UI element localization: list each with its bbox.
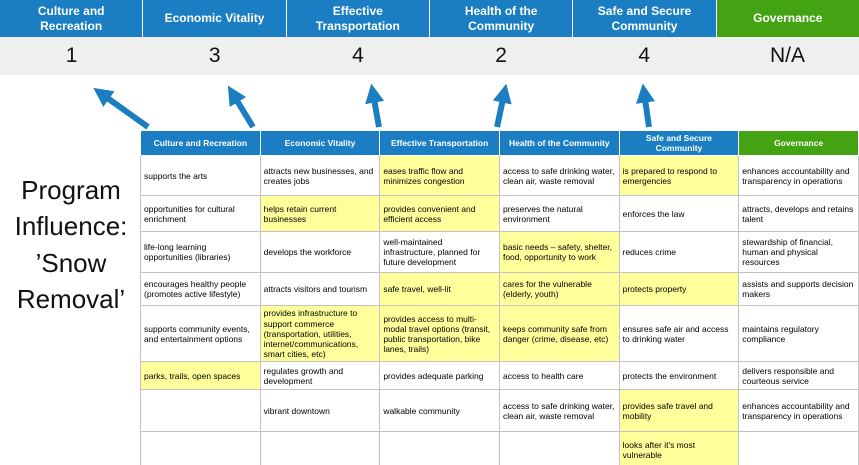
influence-matrix: Culture and Recreation Economic Vitality E… (140, 129, 859, 465)
table-cell: protects property (618, 272, 740, 307)
table-cell: walkable community (379, 389, 500, 433)
table-row: looks after it's most vulnerable (140, 431, 859, 465)
table-cell (498, 431, 620, 465)
matrix-header-2: Effective Transportation (379, 129, 500, 157)
table-cell: supports community events, and entertain… (140, 305, 261, 363)
title-line-1: Program (21, 175, 121, 205)
scoreboard-score-0: 1 (65, 44, 78, 67)
table-cell: is prepared to respond to emergencies (618, 155, 740, 197)
scoreboard-scores: 1 3 4 2 4 N/A (0, 37, 859, 75)
table-cell: encourages healthy people (promotes acti… (140, 272, 261, 307)
table-cell: life-long learning opportunities (librar… (140, 231, 261, 274)
scoreboard-score-4: 4 (638, 44, 651, 67)
table-cell: supports the arts (140, 155, 261, 197)
table-cell: stewardship of financial, human and phys… (738, 231, 859, 274)
table-cell (140, 389, 261, 433)
table-cell: attracts, develops and retains talent (738, 195, 859, 233)
table-cell: vibrant downtown (259, 389, 381, 433)
scoreboard-score-2: 4 (352, 44, 364, 67)
table-cell: opportunities for cultural enrichment (140, 195, 261, 233)
table-cell: reduces crime (618, 231, 740, 274)
table-cell: eases traffic flow and minimizes congest… (379, 155, 500, 197)
table-cell: access to safe drinking water, clean air… (498, 389, 620, 433)
table-cell: protects the environment (618, 361, 740, 391)
arrow-transportation-icon (365, 83, 385, 128)
matrix-header-1: Economic Vitality (259, 129, 381, 157)
scoreboard-label-4: Safe and Secure Community (573, 0, 717, 37)
table-cell (379, 431, 500, 465)
matrix-body: supports the arts attracts new businesses… (140, 155, 859, 465)
scoreboard-label-3: Health of the Community (429, 0, 574, 37)
matrix-header-0: Culture and Recreation (140, 129, 261, 157)
matrix-header-row: Culture and Recreation Economic Vitality E… (140, 129, 859, 157)
scoreboard-label-1: Economic Vitality (143, 0, 287, 37)
table-row: supports the arts attracts new businesses… (140, 155, 859, 197)
table-cell: well-maintained infrastructure, planned … (379, 231, 500, 274)
table-cell: basic needs – safety, shelter, food, opp… (498, 231, 620, 274)
table-cell: access to safe drinking water, clean air… (498, 155, 620, 197)
table-cell: cares for the vulnerable (elderly, youth… (498, 272, 620, 307)
table-cell: develops the workforce (259, 231, 381, 274)
arrow-economic-icon (227, 85, 256, 129)
title-line-2: Influence: (14, 211, 128, 242)
title-line-4: Removal’ (16, 284, 126, 315)
scoreboard-score-5: N/A (769, 44, 805, 67)
matrix-header-3: Health of the Community (498, 129, 620, 157)
table-cell: maintains regulatory compliance (738, 305, 859, 363)
table-row: life-long learning opportunities (librar… (140, 231, 859, 274)
table-row: encourages healthy people (promotes acti… (140, 272, 859, 307)
arrow-culture-icon (93, 87, 150, 130)
scoreboard-score-1: 3 (208, 44, 221, 67)
matrix-header-4: Safe and Secure Community (618, 129, 740, 157)
table-cell: preserves the natural environment (498, 195, 620, 233)
table-row: supports community events, and entertain… (140, 305, 859, 363)
table-cell: provides adequate parking (379, 361, 500, 391)
table-cell (259, 431, 381, 465)
table-cell: keeps community safe from danger (crime,… (498, 305, 620, 363)
table-cell: provides convenient and efficient access (379, 195, 500, 233)
scoreboard-label-0: Culture and Recreation (0, 0, 144, 37)
table-cell: attracts new businesses, and creates job… (259, 155, 381, 197)
arrow-safe-icon (636, 83, 656, 128)
table-cell: ensures safe air and access to drinking … (618, 305, 740, 363)
table-cell: attracts visitors and tourism (259, 272, 381, 307)
table-cell: provides safe travel and mobility (618, 389, 740, 433)
table-cell: enhances accountability and transparency… (738, 155, 859, 197)
scoreboard-score-3: 2 (495, 44, 507, 67)
table-cell: looks after it's most vulnerable (618, 431, 740, 465)
table-cell: parks, trails, open spaces (140, 361, 261, 391)
scoreboard-label-2: Effective Transportation (286, 0, 430, 37)
table-cell (738, 431, 859, 465)
table-cell (140, 431, 261, 465)
table-cell: delivers responsible and courteous servi… (738, 361, 859, 391)
table-cell: access to health care (498, 361, 620, 391)
table-row: parks, trails, open spaces regulates grow… (140, 361, 859, 391)
scoreboard-label-5: Governance (716, 0, 859, 37)
table-cell: regulates growth and development (259, 361, 381, 391)
table-cell: enforces the law (618, 195, 740, 233)
arrow-health-icon (492, 83, 512, 128)
scoreboard-labels: Culture and Recreation Economic Vitality E… (0, 0, 859, 37)
table-cell: provides infrastructure to support comme… (259, 305, 381, 363)
page-title: Program Influence: ’Snow Removal’ (0, 172, 142, 318)
table-cell: assists and supports decision makers (738, 272, 859, 307)
title-line-3: ’Snow (35, 247, 107, 278)
table-cell: enhances accountability and transparency… (738, 389, 859, 433)
table-cell: helps retain current businesses (259, 195, 381, 233)
table-row: opportunities for cultural enrichment hel… (140, 195, 859, 233)
table-row: vibrant downtown walkable community access… (140, 389, 859, 433)
table-cell: safe travel, well-lit (379, 272, 500, 307)
matrix-header-5: Governance (738, 129, 859, 157)
table-cell: provides access to multi-modal travel op… (379, 305, 500, 363)
